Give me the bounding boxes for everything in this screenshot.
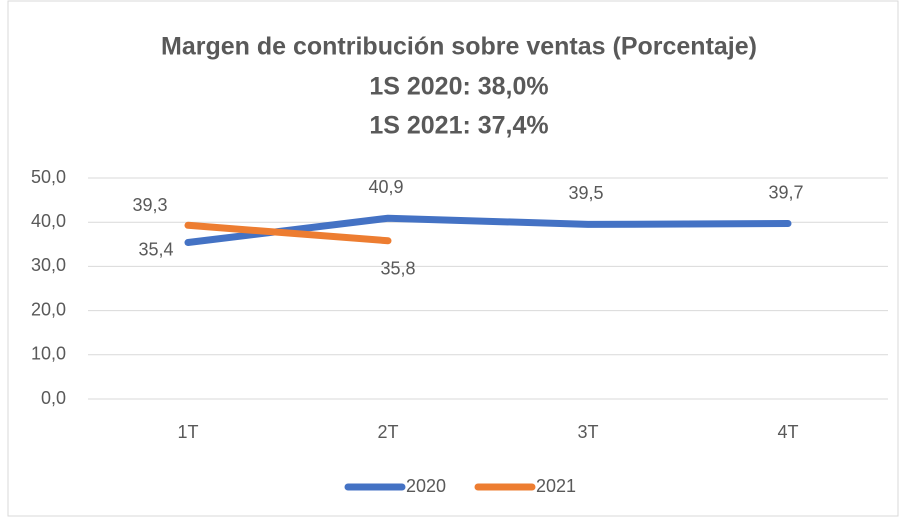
y-tick-label: 0,0 <box>41 388 66 408</box>
chart-title: Margen de contribución sobre ventas (Por… <box>161 33 757 61</box>
x-tick-label: 4T <box>777 422 798 442</box>
y-tick-label: 10,0 <box>31 344 66 364</box>
legend-label: 2020 <box>406 476 446 496</box>
y-tick-label: 40,0 <box>31 211 66 231</box>
y-tick-label: 30,0 <box>31 255 66 275</box>
x-tick-label: 2T <box>377 422 398 442</box>
x-tick-label: 1T <box>177 422 198 442</box>
data-label: 40,9 <box>368 177 403 197</box>
y-tick-label: 50,0 <box>31 167 66 187</box>
chart-border <box>7 0 899 517</box>
chart-subtitle: 1S 2020: 38,0% <box>369 73 548 101</box>
x-tick-label: 3T <box>577 422 598 442</box>
data-label: 39,3 <box>132 195 167 215</box>
legend-label: 2021 <box>536 476 576 496</box>
chart-subtitle: 1S 2021: 37,4% <box>369 112 548 140</box>
data-label: 39,5 <box>568 183 603 203</box>
data-label: 39,7 <box>768 182 803 202</box>
y-tick-label: 20,0 <box>31 299 66 319</box>
series-line <box>184 221 392 245</box>
data-label: 35,4 <box>138 239 173 259</box>
data-label: 35,8 <box>380 259 415 279</box>
